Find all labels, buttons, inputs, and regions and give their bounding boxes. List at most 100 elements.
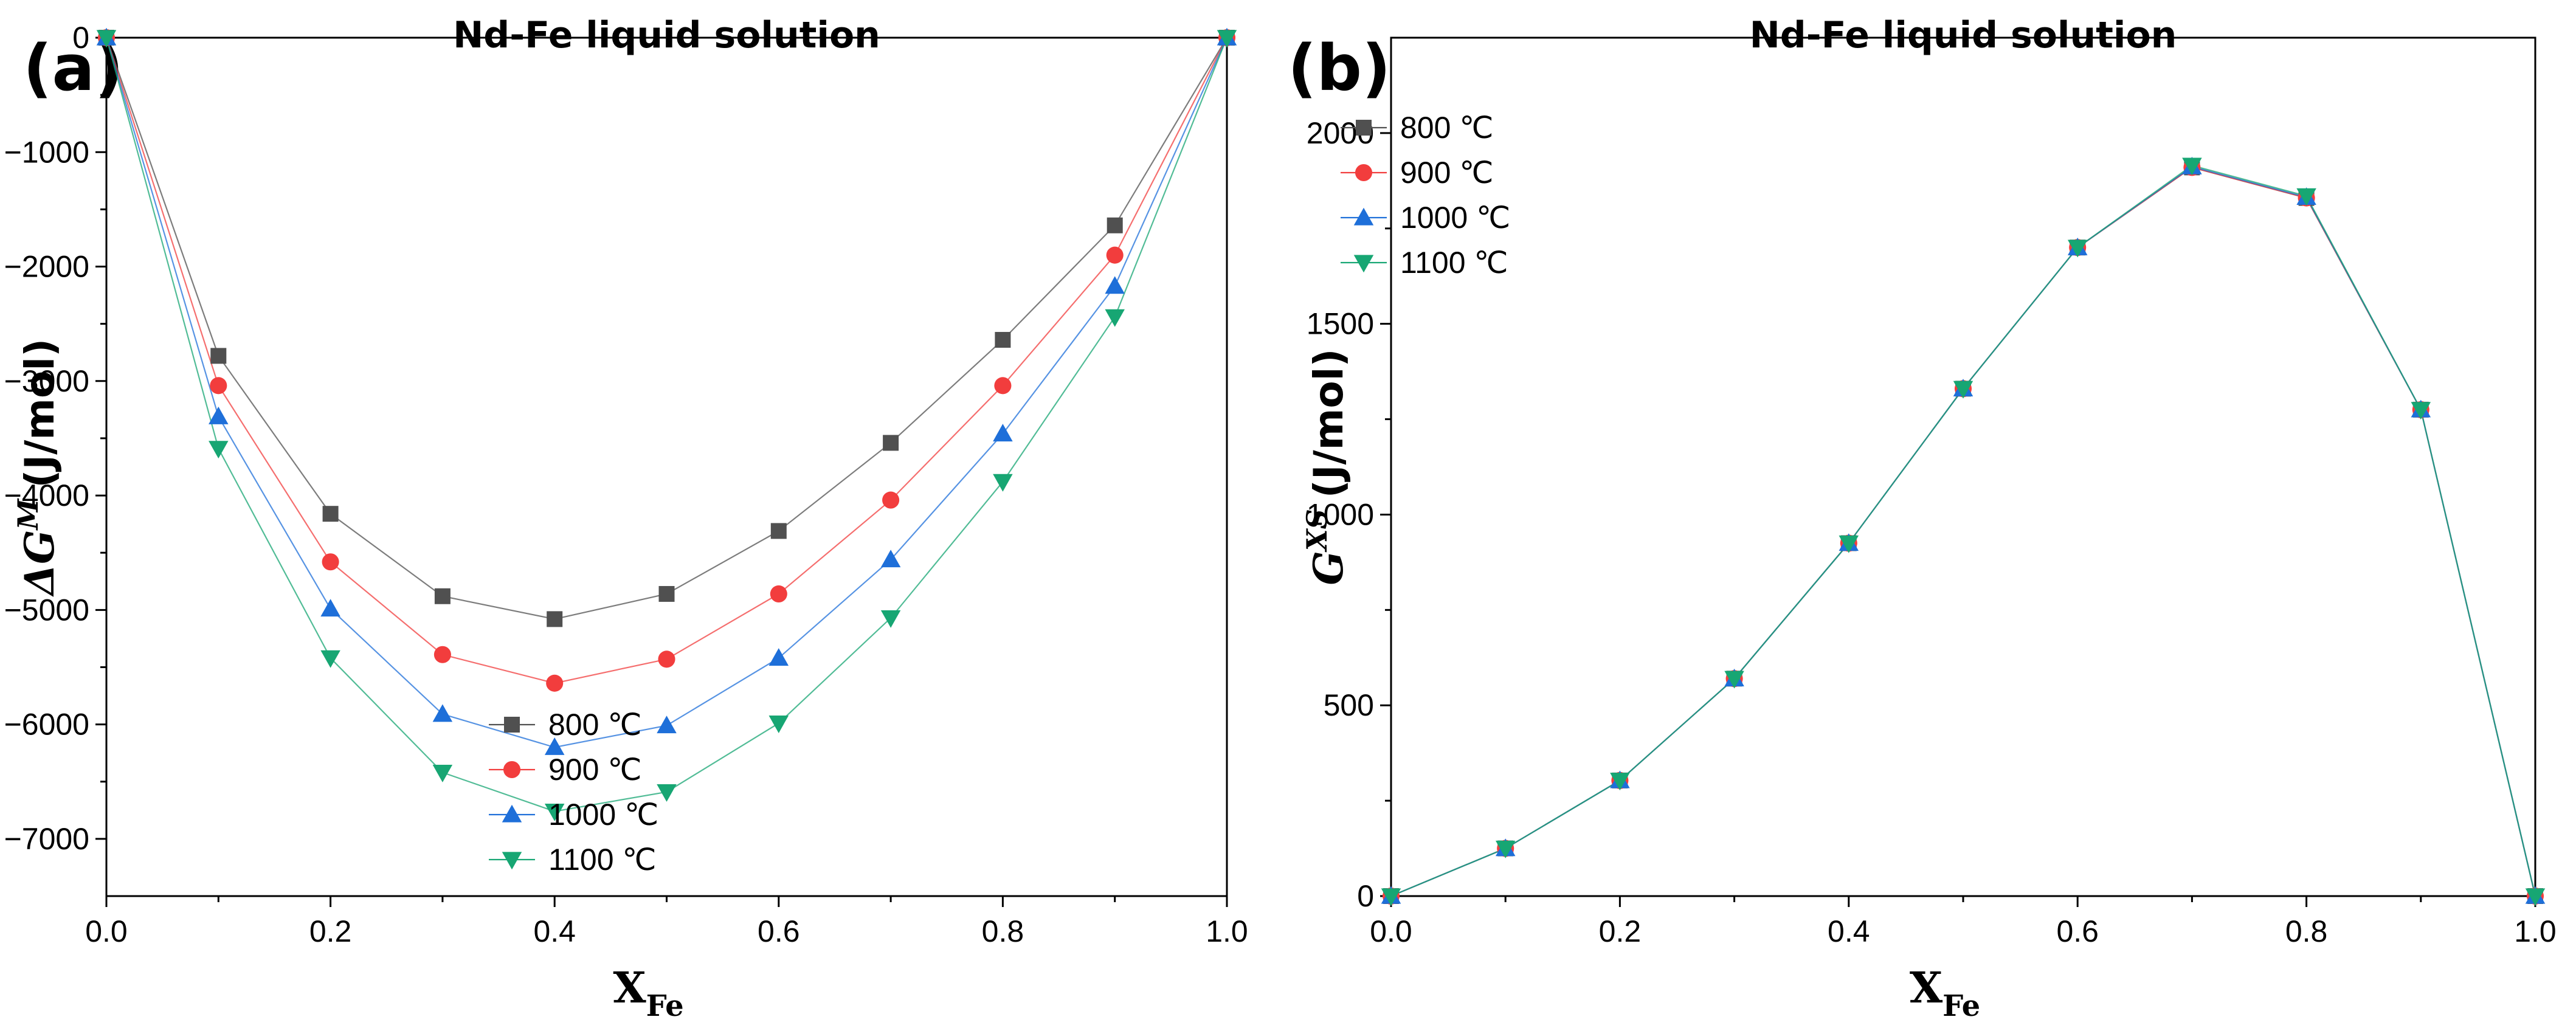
chart-b-frame — [1390, 36, 2536, 897]
chart-a-point — [994, 377, 1012, 395]
chart-a-point — [432, 764, 453, 782]
chart-b-point — [1495, 840, 1516, 858]
chart-a-point — [209, 441, 229, 459]
chart-a-xtick-label: 0.6 — [758, 914, 800, 948]
chart-a-point — [657, 716, 677, 734]
chart-a-point — [544, 737, 565, 755]
chart-a-point — [210, 377, 227, 395]
chart-b-legend-label: 1000 ℃ — [1400, 201, 1510, 235]
chart-b-ylabel: GXS (J/mol) — [1300, 348, 1352, 585]
chart-a: (a) Nd-Fe liquid solution 0.0 0.2 0.4 0.6 0.8 1… — [4, 14, 1248, 1023]
chart-b-xtick-label: 0.4 — [1828, 914, 1870, 948]
chart-b-point — [1839, 535, 1859, 553]
chart-a-legend-marker — [503, 761, 521, 779]
chart-b-legend-label: 800 ℃ — [1400, 111, 1493, 145]
chart-b-series-line-1 — [1390, 167, 2536, 897]
chart-a-point — [1106, 246, 1124, 264]
chart-a-ytick-label: −7000 — [4, 822, 89, 856]
chart-a-point — [209, 406, 229, 424]
chart-b-point — [1724, 671, 1744, 689]
chart-b-xtick-label: 0.0 — [1370, 914, 1412, 948]
chart-a-point — [880, 550, 901, 568]
chart-b-series-line-0 — [1390, 167, 2536, 897]
chart-a-point — [880, 610, 901, 628]
chart-a-xtick-label: 0.8 — [982, 914, 1024, 948]
chart-a-legend-label: 800 ℃ — [548, 708, 641, 742]
chart-a-series-markers-0 — [98, 30, 1235, 627]
chart-a-series-markers-3 — [96, 30, 1237, 821]
chart-b-series-line-3 — [1390, 165, 2536, 897]
chart-a-series-markers-2 — [96, 27, 1237, 755]
chart-b-series-markers-0 — [1383, 159, 2543, 904]
chart-b-point — [1610, 773, 1630, 791]
chart-b-svg: (b) Nd-Fe liquid solution 0.0 0.2 0.4 0.6 0.8 1… — [1288, 14, 2557, 1023]
chart-a-point — [96, 30, 117, 48]
chart-a-ytick-label: −1000 — [4, 135, 89, 169]
chart-a-xtick-label: 0.2 — [309, 914, 352, 948]
chart-a-xlabel-main: X — [613, 962, 646, 1013]
chart-b-series-line-2 — [1390, 165, 2536, 897]
chart-a-series-line-3 — [105, 37, 1228, 812]
chart-b-ylabel-units: (J/mol) — [1305, 348, 1352, 498]
chart-a-ylabel-sup: M — [12, 498, 44, 531]
chart-a-point — [883, 435, 899, 451]
chart-a-title: Nd-Fe liquid solution — [453, 14, 880, 57]
chart-b-xlabel-sub: Fe — [1942, 989, 1980, 1023]
chart-b-series-markers-1 — [1382, 159, 2544, 905]
chart-b-ylabel-sup: XS — [1300, 509, 1333, 553]
chart-b-xtick-label: 0.6 — [2056, 914, 2099, 948]
chart-b-point — [1381, 888, 1401, 906]
chart-b-xtick-label: 0.2 — [1599, 914, 1642, 948]
chart-b-legend-marker — [1353, 207, 1374, 226]
chart-b-legend-label: 1100 ℃ — [1400, 246, 1508, 280]
chart-a-point — [768, 648, 789, 666]
chart-b-series-markers-3 — [1381, 157, 2546, 906]
chart-b-legend-marker — [1355, 164, 1373, 182]
chart-b-point — [1953, 381, 1973, 399]
chart-a-point — [768, 716, 789, 733]
chart-a-point — [993, 424, 1013, 442]
chart-a-point — [657, 784, 677, 802]
chart-b-series-markers-2 — [1381, 156, 2546, 904]
chart-a-legend-label: 1000 ℃ — [548, 798, 658, 832]
chart-a-ytick-label: 0 — [72, 21, 89, 55]
chart-a-ylabel-prefix: ΔG — [16, 530, 63, 598]
chart-a-point — [322, 506, 339, 522]
chart-a-point — [1105, 276, 1125, 294]
chart-a-xlabel-sub: Fe — [646, 989, 684, 1023]
chart-a-point — [320, 599, 340, 617]
chart-a-legend-marker — [502, 852, 522, 870]
chart-b-ytick-label: 0 — [1357, 879, 1374, 913]
chart-b-ytick-label: 1000 — [1307, 497, 1374, 531]
chart-a-point — [432, 704, 453, 722]
chart-a-point — [544, 804, 565, 821]
chart-b-ylabel-prefix: G — [1305, 551, 1352, 585]
chart-a-point — [1107, 217, 1123, 233]
chart-b: (b) Nd-Fe liquid solution 0.0 0.2 0.4 0.6 0.8 1… — [1288, 0, 2575, 1028]
chart-a-point — [770, 523, 787, 539]
chart-a-point — [322, 553, 339, 571]
chart-b-ytick-label: 500 — [1324, 688, 1374, 722]
chart-a-point — [434, 588, 451, 604]
chart-a-ytick-label: −5000 — [4, 593, 89, 627]
chart-a-point — [433, 646, 451, 663]
chart-b-legend-marker — [1356, 120, 1372, 136]
chart-a-point — [210, 348, 227, 364]
chart-a-xtick-label: 0.4 — [533, 914, 576, 948]
chart-b-point — [2525, 888, 2546, 906]
chart-a-legend-marker — [504, 717, 520, 733]
chart-a-legend-label: 900 ℃ — [548, 753, 641, 787]
chart-b-panel-label: (b) — [1288, 31, 1391, 105]
chart-b-ytick-label: 1500 — [1307, 307, 1374, 341]
chart-a-point — [882, 491, 900, 509]
chart-b-legend-label: 900 ℃ — [1400, 156, 1493, 190]
chart-a-ytick-label: −4000 — [4, 478, 89, 512]
chart-a-xtick-label: 0.0 — [85, 914, 128, 948]
chart-a-ylabel-units: (J/mol) — [16, 339, 63, 488]
chart-a-legend-marker — [502, 804, 522, 823]
chart-b-xtick-label: 0.8 — [2285, 914, 2328, 948]
chart-a-point — [658, 650, 675, 668]
chart-a-ytick-label: −6000 — [4, 708, 89, 742]
chart-a-series-line-0 — [105, 37, 1228, 620]
